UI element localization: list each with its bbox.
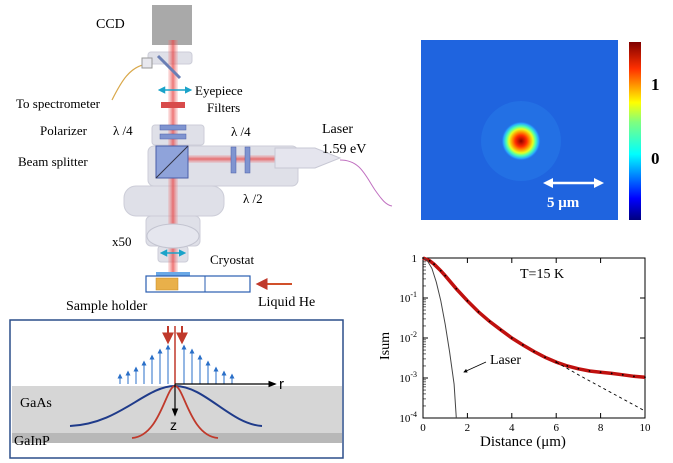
data-point bbox=[588, 370, 591, 372]
z-axis-label: z bbox=[170, 417, 177, 433]
x-axis-title: Distance (μm) bbox=[480, 434, 566, 450]
data-point bbox=[433, 263, 435, 266]
x-tick-label: 0 bbox=[420, 422, 426, 434]
cryostat-window bbox=[156, 272, 190, 276]
laser-tube bbox=[274, 147, 342, 169]
data-point bbox=[422, 257, 424, 259]
data-point bbox=[555, 361, 558, 363]
data-point bbox=[499, 328, 502, 331]
half-wave-plate bbox=[244, 146, 251, 174]
quarter-wave-plate-vertical bbox=[159, 133, 187, 140]
data-point bbox=[610, 372, 613, 375]
data-point bbox=[599, 371, 602, 374]
pl-spot bbox=[501, 121, 541, 161]
r-axis-label: r bbox=[279, 376, 284, 393]
y-tick-label: 10-4 bbox=[399, 410, 417, 425]
data-point bbox=[439, 269, 442, 272]
y-tick-label: 10-3 bbox=[399, 370, 417, 385]
beam-splitter-diagonal bbox=[155, 145, 189, 179]
to-spectrometer-label: To spectrometer bbox=[16, 96, 101, 111]
laser-cable bbox=[339, 159, 393, 207]
data-point bbox=[428, 259, 431, 262]
optical-setup: CCD Eyepiece To spectrometer Filters Pol… bbox=[16, 5, 393, 314]
decay-chart: 0 2 4 6 8 10 1 10-1 10-2 10-3 10-4 T=15 K Laser Di… bbox=[378, 253, 651, 450]
x-tick-label: 8 bbox=[598, 422, 604, 434]
temperature-annotation: T=15 K bbox=[520, 267, 564, 282]
ccd-camera bbox=[152, 5, 192, 45]
data-point bbox=[566, 365, 569, 367]
y-axis-title: Isum bbox=[378, 332, 393, 360]
y-tick-label: 10-2 bbox=[399, 330, 417, 345]
polarizer-label: Polarizer bbox=[40, 123, 88, 138]
objective-label: x50 bbox=[112, 234, 132, 249]
chart-ticks: 0 2 4 6 8 10 1 10-1 10-2 10-3 10-4 bbox=[399, 253, 651, 434]
gainp-label: GaInP bbox=[14, 434, 50, 449]
flip-mirror bbox=[156, 54, 182, 80]
fiber-connector bbox=[141, 57, 153, 69]
data-point bbox=[455, 287, 458, 290]
data-point bbox=[533, 350, 535, 353]
x-tick-label: 6 bbox=[553, 422, 559, 434]
pl-image-panel: 5 μm 1 0 bbox=[421, 40, 660, 220]
data-point bbox=[544, 356, 546, 359]
laser-profile-line bbox=[422, 257, 457, 419]
filters-label: Filters bbox=[207, 100, 240, 115]
sample-holder-label: Sample holder bbox=[66, 299, 148, 314]
emission-arrows bbox=[117, 344, 235, 384]
data-point bbox=[488, 320, 491, 323]
beam-splitter-label: Beam splitter bbox=[18, 154, 88, 169]
data-point bbox=[644, 376, 646, 379]
colorbar-tick-0: 0 bbox=[651, 149, 660, 168]
laser-annotation-pointer bbox=[463, 361, 487, 373]
lambda4-left-label: λ /4 bbox=[113, 123, 133, 138]
data-point bbox=[522, 344, 524, 346]
sample-block bbox=[155, 277, 179, 291]
fit-dashed-line bbox=[555, 361, 646, 412]
colorbar bbox=[629, 42, 641, 220]
polarizer-element bbox=[159, 124, 187, 131]
sample-schematic: GaAs GaInP r z bbox=[9, 319, 344, 459]
quarter-wave-plate-horizontal bbox=[230, 146, 237, 174]
data-point bbox=[621, 373, 624, 376]
data-point bbox=[633, 375, 635, 378]
chart-lines bbox=[422, 256, 646, 419]
x-tick-label: 4 bbox=[509, 422, 515, 434]
data-point bbox=[466, 299, 469, 302]
fiber-cable bbox=[111, 63, 151, 101]
plot-frame bbox=[422, 257, 646, 419]
laser-energy-label: 1.59 eV bbox=[322, 142, 366, 157]
filter-element bbox=[161, 102, 185, 108]
scale-bar-label: 5 μm bbox=[547, 195, 580, 211]
laser-label: Laser bbox=[322, 122, 353, 137]
y-tick-label: 10-1 bbox=[399, 290, 417, 305]
data-point bbox=[477, 310, 480, 313]
liquid-he-label: Liquid He bbox=[258, 295, 315, 310]
gaas-layer bbox=[12, 386, 342, 433]
lambda2-label: λ /2 bbox=[243, 191, 263, 206]
x-tick-label: 10 bbox=[640, 422, 652, 434]
colorbar-tick-1: 1 bbox=[651, 75, 660, 94]
gaas-label: GaAs bbox=[20, 396, 52, 411]
eyepiece-label: Eyepiece bbox=[195, 83, 243, 98]
x-tick-label: 2 bbox=[465, 422, 471, 434]
objective-lens bbox=[146, 223, 200, 249]
gainp-layer bbox=[12, 433, 342, 443]
lambda4-right-label: λ /4 bbox=[231, 124, 251, 139]
cryostat-label: Cryostat bbox=[210, 252, 254, 267]
data-point bbox=[444, 274, 447, 277]
laser-annotation: Laser bbox=[490, 353, 521, 368]
y-tick-label: 1 bbox=[412, 253, 418, 265]
ccd-label: CCD bbox=[96, 17, 125, 32]
data-point bbox=[577, 367, 580, 370]
data-point bbox=[510, 337, 513, 339]
